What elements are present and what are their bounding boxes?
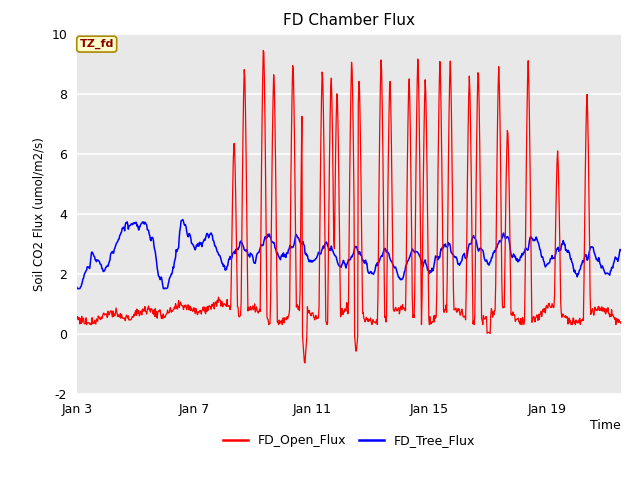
Title: FD Chamber Flux: FD Chamber Flux <box>283 13 415 28</box>
Text: TZ_fd: TZ_fd <box>79 39 114 49</box>
Y-axis label: Soil CO2 Flux (umol/m2/s): Soil CO2 Flux (umol/m2/s) <box>33 137 45 290</box>
Legend: FD_Open_Flux, FD_Tree_Flux: FD_Open_Flux, FD_Tree_Flux <box>218 429 480 452</box>
Text: Time: Time <box>590 419 621 432</box>
